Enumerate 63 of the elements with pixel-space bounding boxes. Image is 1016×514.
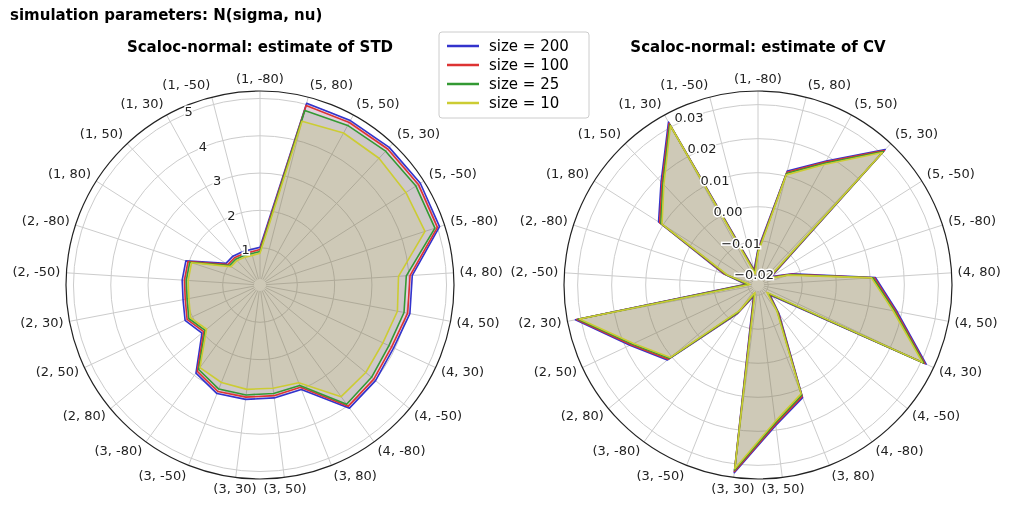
spoke-label: (5, -80) <box>948 212 997 228</box>
y-tick-label: 3 <box>213 173 222 189</box>
spoke-label: (4, -50) <box>414 407 463 423</box>
y-tick-label: 5 <box>184 104 193 120</box>
spoke-label: (2, -80) <box>519 212 568 228</box>
y-tick-label: 0.03 <box>674 109 704 125</box>
spoke-label: (4, 80) <box>459 263 503 279</box>
spoke-label: (3, 50) <box>263 480 307 496</box>
chart-title: Scaloc-normal: estimate of CV <box>630 38 887 56</box>
y-tick-label: 2 <box>227 207 236 223</box>
spoke-label: (2, -50) <box>510 263 559 279</box>
spoke-label: (3, -50) <box>138 468 187 484</box>
spoke-label: (1, 50) <box>577 126 622 142</box>
spoke-label: (1, 80) <box>47 166 92 182</box>
spoke-label: (5, 30) <box>396 126 441 142</box>
spoke-label: (5, 80) <box>309 76 353 92</box>
text: Scaloc-normal: estimate of STD <box>126 38 394 56</box>
spoke-label: (2, 50) <box>35 364 80 380</box>
spoke-label: (3, 30) <box>711 480 755 496</box>
spoke-label: (2, 80) <box>62 407 106 423</box>
spoke-label: (1, -50) <box>660 76 709 92</box>
spoke-label: (1, -50) <box>162 76 211 92</box>
spoke-label: (4, 50) <box>954 315 998 331</box>
spoke-label: (5, 80) <box>807 76 851 92</box>
spoke-label: (3, 30) <box>213 480 257 496</box>
legend-label: size = 25 <box>489 74 560 93</box>
spoke-label: (2, 30) <box>518 315 562 331</box>
spoke-label: (4, -80) <box>377 443 426 459</box>
spoke-label: (5, 30) <box>894 126 939 142</box>
spoke-label: (4, 80) <box>957 263 1001 279</box>
spoke-label: (2, -80) <box>21 212 70 228</box>
spoke-label: (3, -80) <box>592 443 641 459</box>
y-tick-label: 0.02 <box>687 141 717 157</box>
spoke-label: (5, 50) <box>356 95 400 111</box>
spoke-label: (1, -80) <box>734 70 782 86</box>
spoke-label: (1, -80) <box>236 70 284 86</box>
spoke-label: (3, 80) <box>831 468 875 484</box>
spoke-label: (4, -80) <box>875 443 924 459</box>
spoke-label: (1, 80) <box>545 166 590 182</box>
spoke-label: (2, 50) <box>533 364 578 380</box>
spoke-label: (5, -50) <box>926 166 975 182</box>
spoke-label: (2, 30) <box>20 315 64 331</box>
spoke-label: (4, 50) <box>456 315 500 331</box>
spoke-label: (5, -50) <box>428 166 477 182</box>
text: simulation parameters: N(sigma, nu) <box>10 6 323 24</box>
spoke-label: (3, -80) <box>94 443 143 459</box>
spoke-label: (1, 30) <box>120 95 164 111</box>
spoke-label: (3, 80) <box>333 468 377 484</box>
spoke-label: (1, 30) <box>618 95 662 111</box>
spoke-label: (5, -80) <box>450 212 499 228</box>
spoke-label: (4, 30) <box>938 364 983 380</box>
spoke-label: (2, 80) <box>560 407 604 423</box>
spoke-label: (4, -50) <box>912 407 961 423</box>
spoke-label: (1, 50) <box>79 126 124 142</box>
legend-label: size = 200 <box>489 36 569 55</box>
legend-label: size = 100 <box>489 55 569 74</box>
spoke-label: (4, 30) <box>440 364 485 380</box>
spoke-label: (3, -50) <box>636 468 685 484</box>
spoke-label: (5, 50) <box>854 95 898 111</box>
spoke-label: (2, -50) <box>12 263 61 279</box>
legend-label: size = 10 <box>489 93 560 112</box>
y-tick-label: 4 <box>198 138 208 154</box>
spoke-label: (3, 50) <box>761 480 805 496</box>
